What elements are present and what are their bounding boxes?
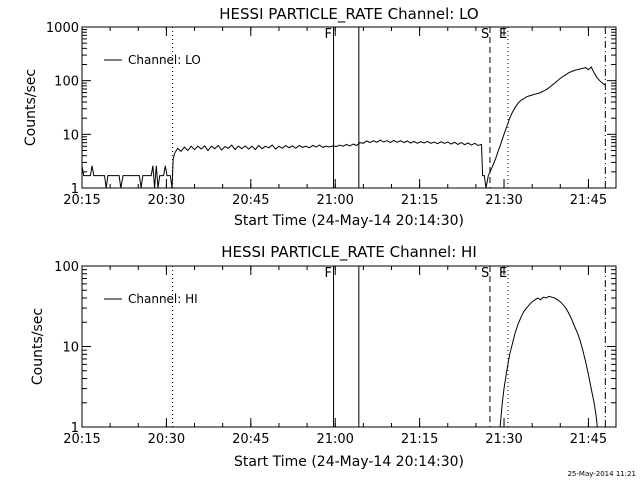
x-axis-label: Start Time (24-May-14 20:14:30) xyxy=(234,454,464,470)
event-marker-label: E xyxy=(499,27,507,42)
x-tick-label: 21:45 xyxy=(570,432,607,447)
x-tick-label: 21:00 xyxy=(316,432,353,447)
y-tick-label: 1000 xyxy=(46,21,79,36)
legend-label: Channel: LO xyxy=(128,53,201,67)
x-tick-label: 21:30 xyxy=(485,193,522,208)
x-tick-label: 21:30 xyxy=(485,432,522,447)
event-marker-label: S xyxy=(481,266,489,281)
plot-frame xyxy=(81,265,617,428)
x-axis-label: Start Time (24-May-14 20:14:30) xyxy=(234,213,464,229)
y-axis-label: Counts/sec xyxy=(30,308,46,385)
x-tick-label: 21:00 xyxy=(316,193,353,208)
event-marker-label: S xyxy=(481,27,489,42)
plot-frame xyxy=(81,26,617,189)
x-tick-label: 21:15 xyxy=(401,432,438,447)
y-tick-label: 10 xyxy=(62,341,79,356)
y-tick-label: 1 xyxy=(71,182,79,197)
x-tick-label: 20:30 xyxy=(148,432,185,447)
y-tick-label: 10 xyxy=(62,128,79,143)
series-line xyxy=(81,66,606,189)
x-tick-label: 20:15 xyxy=(63,432,100,447)
x-tick-label: 20:45 xyxy=(232,432,269,447)
chart-title: HESSI PARTICLE_RATE Channel: HI xyxy=(221,243,477,262)
y-tick-label: 100 xyxy=(54,260,79,275)
event-marker-label: F xyxy=(325,27,332,42)
x-tick-label: 20:45 xyxy=(232,193,269,208)
chart-title: HESSI PARTICLE_RATE Channel: LO xyxy=(219,5,478,24)
series-line xyxy=(498,295,599,428)
legend-label: Channel: HI xyxy=(128,292,198,306)
x-tick-label: 21:45 xyxy=(570,193,607,208)
event-marker-label: F xyxy=(325,266,332,281)
y-axis-label: Counts/sec xyxy=(23,69,39,146)
y-tick-label: 100 xyxy=(54,75,79,90)
timestamp-label: 25-May-2014 11:21 xyxy=(567,470,636,478)
x-tick-label: 20:15 xyxy=(63,193,100,208)
x-tick-label: 21:15 xyxy=(401,193,438,208)
y-tick-label: 1 xyxy=(71,421,79,436)
event-marker-label: E xyxy=(499,266,507,281)
x-tick-label: 20:30 xyxy=(148,193,185,208)
